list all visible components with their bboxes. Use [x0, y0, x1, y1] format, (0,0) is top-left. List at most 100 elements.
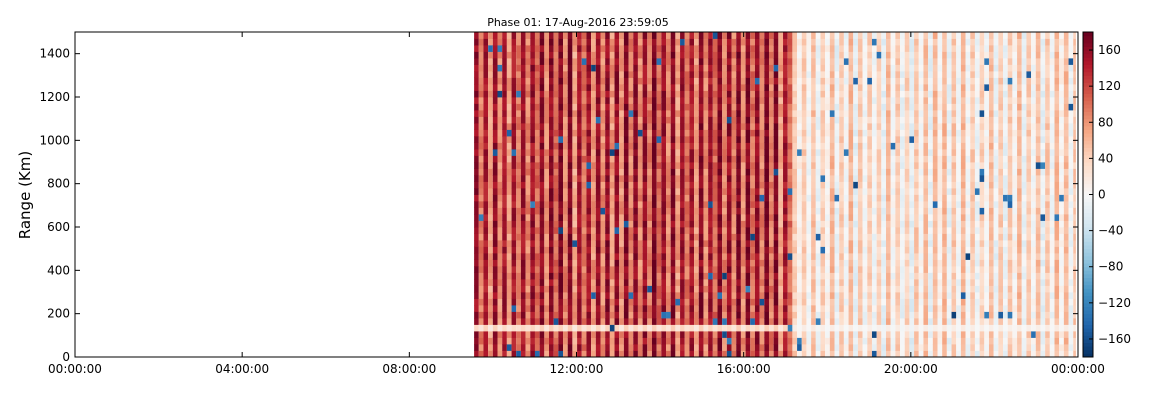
heatmap-cell: [923, 162, 929, 169]
heatmap-cell: [867, 58, 872, 65]
heatmap-cell: [876, 58, 882, 65]
heatmap-cell: [722, 162, 727, 169]
heatmap-cell: [492, 233, 498, 241]
heatmap-cell: [726, 194, 732, 202]
heatmap-cell: [801, 350, 807, 358]
heatmap-cell: [567, 292, 573, 299]
heatmap-cell: [651, 38, 657, 46]
heatmap-cell: [670, 123, 676, 130]
heatmap-cell: [600, 207, 606, 215]
heatmap-cell: [918, 155, 924, 163]
heatmap-cell: [577, 337, 582, 345]
heatmap-cell: [506, 324, 512, 332]
heatmap-cell: [871, 194, 877, 202]
heatmap-cell: [605, 155, 610, 163]
heatmap-cell: [637, 168, 643, 176]
heatmap-cell: [684, 168, 690, 176]
heatmap-cell: [745, 97, 751, 104]
heatmap-cell: [764, 285, 769, 293]
heatmap-cell: [923, 38, 929, 46]
heatmap-cell: [904, 292, 910, 299]
heatmap-cell: [511, 64, 517, 72]
heatmap-cell: [754, 227, 760, 234]
heatmap-cell: [843, 350, 849, 358]
heatmap-cell: [544, 266, 549, 273]
heatmap-cell: [914, 266, 919, 273]
heatmap-cell: [768, 292, 774, 299]
heatmap-cell: [834, 331, 840, 338]
heatmap-cell: [768, 194, 774, 202]
heatmap-cell: [689, 32, 695, 39]
heatmap-cell: [862, 123, 868, 130]
heatmap-cell: [731, 318, 737, 325]
heatmap-cell: [642, 64, 648, 72]
heatmap-cell: [764, 318, 769, 325]
heatmap-cell: [876, 84, 882, 91]
heatmap-cell: [506, 110, 512, 117]
heatmap-cell: [792, 32, 798, 39]
heatmap-cell: [778, 298, 784, 306]
heatmap-cell: [516, 38, 521, 46]
heatmap-cell: [680, 90, 685, 98]
heatmap-cell: [525, 149, 531, 156]
heatmap-cell: [558, 90, 564, 98]
heatmap-cell: [516, 240, 521, 247]
heatmap-cell: [754, 233, 760, 241]
heatmap-cell: [914, 194, 919, 202]
heatmap-cell: [694, 207, 699, 215]
heatmap-cell: [792, 142, 798, 150]
heatmap-cell: [633, 45, 638, 52]
heatmap-cell: [661, 38, 667, 46]
heatmap-cell: [619, 272, 624, 280]
heatmap-cell: [642, 227, 648, 234]
heatmap-cell: [843, 175, 849, 182]
heatmap-cell: [549, 136, 554, 143]
heatmap-cell: [675, 188, 681, 195]
heatmap-cell: [474, 318, 479, 325]
heatmap-cell: [853, 311, 858, 319]
heatmap-cell: [871, 337, 877, 345]
heatmap-cell: [684, 175, 690, 182]
heatmap-cell: [549, 58, 554, 65]
heatmap-cell: [703, 103, 709, 111]
heatmap-cell: [820, 240, 826, 247]
heatmap-cell: [736, 259, 741, 267]
heatmap-cell: [768, 110, 774, 117]
heatmap-cell: [932, 220, 938, 228]
heatmap-cell: [520, 58, 526, 65]
heatmap-cell: [909, 266, 915, 273]
heatmap-cell: [684, 194, 690, 202]
heatmap-cell: [525, 324, 531, 332]
heatmap-cell: [932, 233, 938, 241]
heatmap-cell: [600, 201, 606, 208]
heatmap-cell: [797, 240, 802, 247]
heatmap-cell: [637, 71, 643, 78]
heatmap-cell: [553, 285, 559, 293]
heatmap-cell: [694, 311, 699, 319]
heatmap-cell: [750, 344, 755, 351]
heatmap-cell: [642, 285, 648, 293]
heatmap-cell: [867, 71, 872, 78]
heatmap-cell: [563, 233, 568, 241]
heatmap-cell: [600, 331, 606, 338]
heatmap-cell: [820, 97, 826, 104]
heatmap-cell: [497, 116, 503, 124]
heatmap-cell: [619, 194, 624, 202]
heatmap-cell: [623, 318, 629, 325]
heatmap-cell: [478, 233, 484, 241]
heatmap-cell: [628, 175, 634, 182]
heatmap-cell: [539, 90, 545, 98]
heatmap-cell: [745, 220, 751, 228]
heatmap-cell: [914, 331, 919, 338]
heatmap-cell: [904, 279, 910, 286]
heatmap-cell: [825, 90, 830, 98]
heatmap-cell: [862, 64, 868, 72]
heatmap-cell: [862, 227, 868, 234]
heatmap-cell: [595, 194, 601, 202]
heatmap-cell: [750, 58, 755, 65]
heatmap-cell: [647, 116, 652, 124]
heatmap-cell: [544, 136, 549, 143]
heatmap-cell: [530, 155, 535, 163]
heatmap-cell: [839, 32, 844, 39]
heatmap-cell: [586, 266, 592, 273]
